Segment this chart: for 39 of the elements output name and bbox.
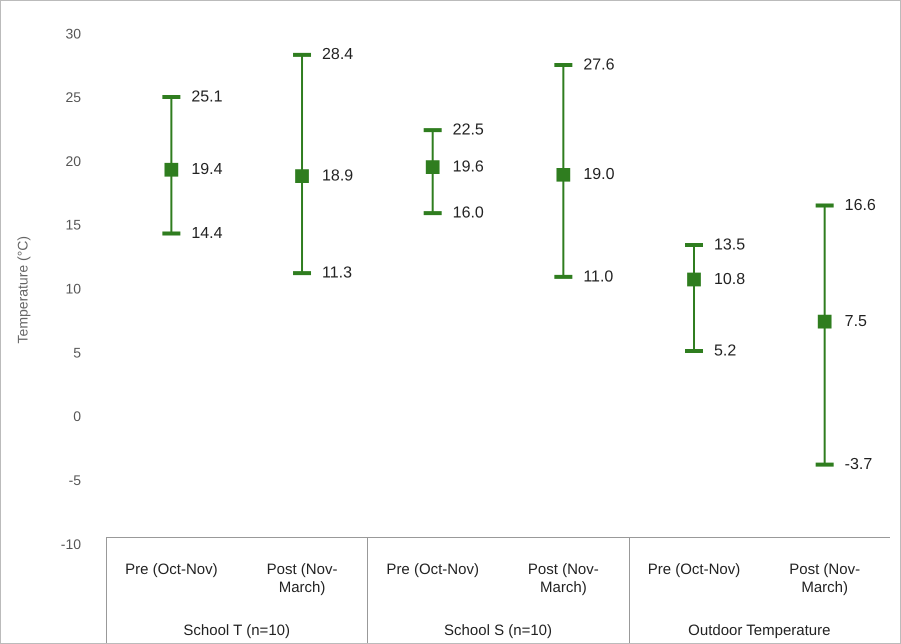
data-label: 19.6 [452,158,484,176]
x-tick-label: Post (Nov-March) [528,561,599,596]
annotation: 11.0 [583,268,614,286]
y-tick-label: -5 [68,472,82,488]
y-tick-label: 30 [65,25,82,42]
y-tick-label: -10 [60,536,82,552]
text: School S (n=10) [444,622,552,640]
x-tick-label: Post (Nov-March) [266,561,338,596]
y-tick-label: 20 [65,152,82,169]
x-tick-label: Post (Nov-March) [789,561,860,596]
annotation: -3.7 [844,456,872,473]
x-tick-label: Pre (Oct-Nov) [125,561,218,578]
y-tick-label: 10 [65,280,82,297]
annotation: 16.6 [844,196,876,214]
annotation: 27.6 [583,56,615,74]
point [295,169,309,183]
annotation: 25.1 [191,88,223,106]
data-label: 10.8 [714,270,746,288]
y-tick-label: 5 [73,344,82,360]
annotation: 28.4 [322,46,354,64]
y-tick-label: 0 [73,408,82,424]
annotation: 22.5 [452,122,484,139]
data-label: 19.0 [583,166,615,184]
annotation: 5.2 [714,342,736,360]
x-tick-label: Pre (Oct-Nov) [648,561,740,578]
text: School T (n=10) [183,622,290,640]
annotation: 13.5 [714,236,746,254]
y-tick-label: 25 [65,89,82,106]
data-label: 19.4 [191,161,223,178]
data-label: 7.5 [844,313,868,330]
text: Outdoor Temperature [688,622,830,640]
point [687,272,701,286]
x-tick-label: Pre (Oct-Nov) [386,561,479,578]
data-label: 18.9 [322,168,354,184]
y-tick-label: 15 [65,216,82,233]
annotation: 16.0 [452,204,484,222]
annotation: 11.3 [322,264,352,282]
y-axis-title: Temperature (°C) [14,236,30,344]
annotation: 14.4 [191,224,223,242]
